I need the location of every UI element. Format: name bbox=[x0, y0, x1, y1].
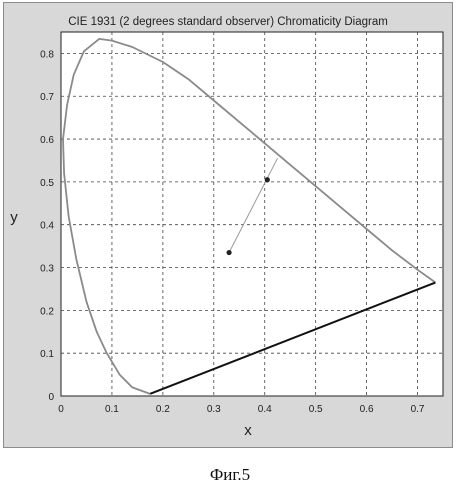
y-tick-label: 0 bbox=[48, 392, 54, 403]
x-tick-label: 0.1 bbox=[105, 404, 119, 415]
x-tick-label: 0.4 bbox=[258, 404, 272, 415]
x-tick-label: 0.6 bbox=[360, 404, 374, 415]
data-point bbox=[265, 177, 270, 182]
x-tick-label: 0.5 bbox=[309, 404, 323, 415]
x-axis-label: x bbox=[244, 422, 252, 439]
y-tick-label: 0.1 bbox=[40, 349, 54, 360]
y-tick-label: 0.5 bbox=[40, 178, 54, 189]
figure-caption: Фиг.5 bbox=[0, 465, 460, 485]
x-tick-label: 0.3 bbox=[207, 404, 221, 415]
y-tick-label: 0.8 bbox=[40, 49, 54, 60]
x-tick-label: 0.7 bbox=[411, 404, 425, 415]
data-point bbox=[226, 250, 231, 255]
y-tick-label: 0.7 bbox=[40, 92, 54, 103]
y-tick-label: 0.2 bbox=[40, 306, 54, 317]
y-tick-label: 0.6 bbox=[40, 135, 54, 146]
x-tick-label: 0 bbox=[58, 404, 64, 415]
y-tick-label: 0.3 bbox=[40, 264, 54, 275]
x-tick-label: 0.2 bbox=[156, 404, 170, 415]
plot-area bbox=[61, 32, 443, 396]
y-axis-label: y bbox=[10, 209, 18, 226]
y-tick-label: 0.4 bbox=[40, 221, 54, 232]
